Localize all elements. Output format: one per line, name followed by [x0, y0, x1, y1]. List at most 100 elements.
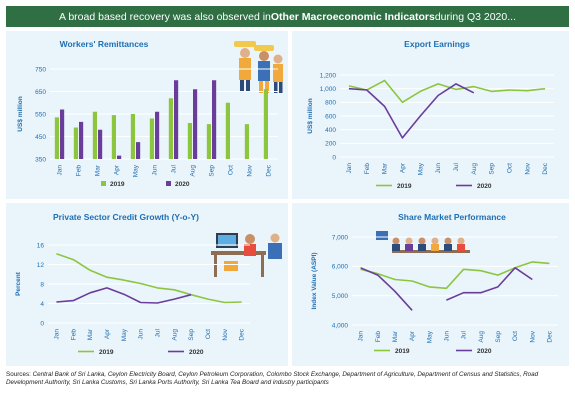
series-line-2019 [348, 79, 546, 104]
y-tick-label: 5,000 [332, 293, 349, 300]
legend-swatch [166, 181, 171, 186]
x-tick-label: Feb [364, 163, 371, 175]
legend-label: 2019 [99, 349, 114, 356]
series-line-2020 [56, 287, 192, 304]
banner-text-pre: A broad based recovery was also observed… [59, 10, 271, 23]
bar-2020 [98, 129, 103, 159]
bar-2020 [136, 142, 141, 159]
x-tick-label: Apr [104, 328, 111, 339]
y-axis-label: US$ million [17, 96, 24, 131]
y-tick-label: 6,000 [332, 264, 349, 271]
share-panel: Share Market Performance 4,000 5,000 6,000… [292, 203, 569, 366]
legend-label: 2019 [395, 348, 410, 355]
legend-label: 2019 [110, 181, 125, 188]
bar-2019 [73, 127, 78, 159]
y-tick-label: 600 [325, 113, 336, 120]
y-tick-label: 450 [35, 134, 46, 141]
x-tick-label: Mar [392, 330, 399, 342]
bar-2019 [130, 114, 135, 159]
x-tick-label: Oct [228, 165, 235, 175]
y-tick-label: 750 [35, 66, 46, 73]
y-tick-label: 1,200 [320, 72, 337, 79]
remittances-title: Workers' Remittances [60, 39, 149, 49]
sources-text: Central Bank of Sri Lanka, Ceylon Electr… [6, 371, 539, 386]
x-tick-label: Mar [87, 328, 94, 340]
x-tick-label: Dec [546, 330, 553, 342]
y-tick-label: 200 [325, 141, 336, 148]
bar-2020 [155, 111, 160, 159]
bar-2019 [244, 124, 249, 159]
export-plot: 0 200 400 600 800 1,000 1,200 US$ million Jan Feb… [307, 72, 554, 190]
y-tick-label: 400 [325, 127, 336, 134]
x-tick-label: Mar [95, 164, 102, 176]
x-tick-label: Nov [524, 162, 531, 174]
bar-2019 [206, 124, 211, 159]
bar-2019 [168, 98, 173, 159]
legend-label: 2020 [189, 349, 204, 356]
x-tick-label: Aug [190, 165, 197, 177]
x-tick-label: Sep [495, 331, 502, 343]
credit-plot: 0 4 8 12 16 Percent Jan Feb Mar Apr May Jun Jul Aug Se… [15, 242, 250, 356]
legend-label: 2020 [175, 181, 190, 188]
x-tick-label: May [417, 162, 424, 175]
workers-illustration [234, 41, 283, 93]
y-tick-label: 0 [332, 154, 336, 161]
y-tick-label: 650 [35, 89, 46, 96]
export-title: Export Earnings [404, 39, 470, 49]
y-tick-label: 4,000 [332, 322, 349, 329]
x-tick-label: Sep [489, 163, 496, 175]
x-tick-label: Jan [358, 331, 365, 342]
y-tick-label: 550 [35, 111, 46, 118]
y-tick-label: 800 [325, 100, 336, 107]
header-banner: A broad based recovery was also observed… [6, 6, 569, 27]
x-tick-label: Oct [205, 329, 212, 339]
y-tick-label: 8 [40, 281, 44, 288]
x-tick-label: Oct [506, 163, 513, 173]
series-line-2020 [360, 267, 533, 311]
x-tick-label: Nov [222, 328, 229, 340]
x-tick-label: Aug [171, 329, 178, 341]
x-tick-label: Jun [138, 329, 145, 340]
credit-title: Private Sector Credit Growth (Y-o-Y) [53, 212, 199, 222]
x-tick-label: Nov [529, 330, 536, 342]
x-tick-label: Jun [435, 163, 442, 174]
bar-2020 [60, 109, 65, 159]
bar-2020 [193, 89, 198, 159]
x-tick-label: Feb [76, 165, 83, 177]
x-tick-label: Jul [154, 328, 161, 337]
series-line-2019 [360, 261, 550, 290]
x-tick-label: Feb [375, 331, 382, 343]
y-axis-label: Percent [15, 271, 22, 296]
remittances-chart: Workers' Remittances 350 450 550 650 750 US$ … [17, 39, 283, 188]
sources-label: Sources: [6, 371, 31, 378]
x-tick-label: Jan [53, 329, 60, 340]
share-title: Share Market Performance [398, 212, 506, 222]
x-tick-label: Aug [471, 163, 478, 175]
y-tick-label: 7,000 [332, 234, 349, 241]
remittances-panel: Workers' Remittances 350 450 550 650 750 US$ … [6, 31, 288, 199]
x-tick-label: May [133, 164, 140, 177]
sources-note: Sources: Central Bank of Sri Lanka, Ceyl… [6, 371, 569, 387]
legend-label: 2020 [477, 183, 492, 190]
series-line-2020 [348, 83, 475, 139]
bar-2020 [117, 155, 122, 159]
bar-2019 [149, 118, 154, 159]
x-tick-label: May [426, 330, 433, 343]
x-tick-label: Sep [188, 329, 195, 341]
x-tick-label: Jan [346, 163, 353, 174]
y-tick-label: 350 [35, 156, 46, 163]
bar-2019 [111, 115, 116, 159]
banner-text-bold: Other Macroeconomic Indicators [270, 10, 435, 23]
y-tick-label: 12 [37, 262, 45, 269]
y-axis-label: US$ million [307, 98, 314, 133]
x-tick-label: Dec [542, 162, 549, 174]
bar-2019 [225, 102, 230, 159]
bar-2020 [79, 121, 84, 159]
x-tick-label: Dec [239, 328, 246, 340]
share-chart: Share Market Performance 4,000 5,000 6,000… [311, 212, 558, 355]
x-tick-label: Jul [171, 164, 178, 173]
x-tick-label: Mar [382, 162, 389, 174]
series-line-2019 [56, 253, 242, 304]
x-tick-label: Apr [409, 330, 416, 341]
y-tick-label: 0 [40, 320, 44, 327]
